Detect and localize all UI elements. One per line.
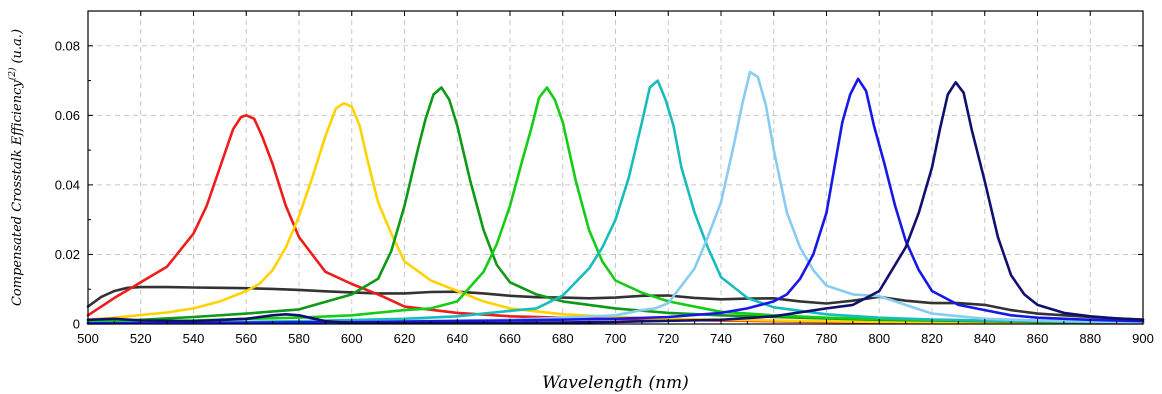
y-axis-title-sup: (2) — [7, 67, 18, 80]
x-tick-label: 660 — [499, 331, 521, 346]
x-tick-label: 500 — [77, 331, 99, 346]
x-tick-label: 840 — [974, 331, 996, 346]
x-tick-label: 620 — [394, 331, 416, 346]
tick-layer: 500 520 540 560 580 600 620 640 660 680 700 720 740 7… — [55, 11, 1154, 346]
x-tick-label: 800 — [868, 331, 890, 346]
x-tick-label: 580 — [288, 331, 310, 346]
series-layer — [86, 70, 1145, 325]
x-tick-label: 760 — [763, 331, 785, 346]
x-tick-label: 880 — [1079, 331, 1101, 346]
x-tick-label: 900 — [1132, 331, 1154, 346]
x-tick-label: 680 — [552, 331, 574, 346]
x-tick-label: 520 — [130, 331, 152, 346]
series-line-9 — [86, 81, 1145, 325]
x-tick-label: 700 — [605, 331, 627, 346]
series-line-7 — [86, 70, 1145, 325]
y-axis-title-unit: (u.a.) — [10, 29, 25, 64]
x-tick-label: 820 — [921, 331, 943, 346]
y-tick-label: 0.08 — [55, 38, 80, 53]
y-tick-label: 0.02 — [55, 247, 80, 262]
series-line-8 — [86, 77, 1145, 325]
series-line-6 — [86, 79, 1145, 325]
x-axis-title: Wavelength (nm) — [542, 373, 689, 393]
y-axis-title: Compensated Crosstalk Efficiency(2) (u.a.… — [7, 29, 25, 306]
y-tick-label: 0.04 — [55, 177, 80, 192]
y-axis-title-main: Compensated Crosstalk Efficiency — [10, 80, 25, 306]
x-tick-label: 540 — [183, 331, 205, 346]
x-tick-label: 720 — [657, 331, 679, 346]
series-line-1 — [86, 285, 1145, 321]
x-tick-label: 740 — [710, 331, 732, 346]
grid-layer — [88, 11, 1143, 324]
y-tick-label: 0.06 — [55, 108, 80, 123]
series-line-5 — [86, 86, 1145, 324]
x-tick-label: 860 — [1027, 331, 1049, 346]
x-tick-label: 560 — [235, 331, 257, 346]
x-tick-label: 780 — [816, 331, 838, 346]
y-tick-label: 0 — [73, 317, 80, 332]
x-tick-label: 640 — [446, 331, 468, 346]
x-tick-label: 600 — [341, 331, 363, 346]
